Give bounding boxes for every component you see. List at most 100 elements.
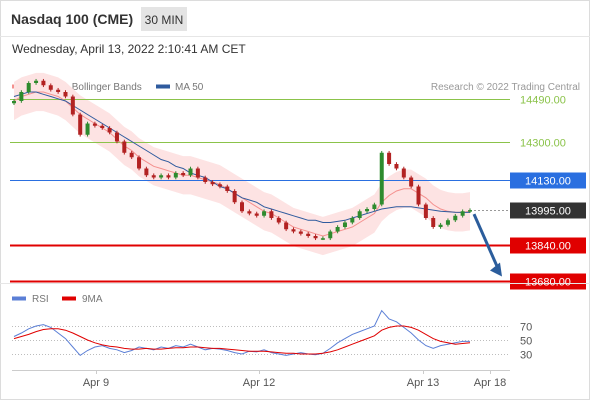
candle-body	[387, 152, 392, 164]
moving-averages	[13, 91, 471, 237]
rsi-tick-label: 50	[520, 336, 532, 348]
candle-body	[225, 186, 230, 191]
candle-body	[276, 218, 281, 223]
candle-body	[188, 168, 193, 176]
chart-title: Nasdaq 100 (CME)	[11, 11, 133, 27]
candle-body	[129, 152, 134, 158]
candle-body	[26, 83, 31, 92]
candle-body	[394, 164, 399, 169]
rsi-9ma-line	[13, 325, 471, 355]
candle-body	[34, 80, 39, 83]
candle-body	[379, 152, 384, 205]
candle-body	[320, 238, 325, 240]
rsi-gridlines: 70 50 30	[12, 322, 532, 362]
price-level-labels: 14490.00 14300.00 14130.00 13995.00 13840.00…	[510, 95, 586, 290]
candle-body	[342, 222, 347, 227]
candle-body	[335, 227, 340, 232]
price-level-label: 13840.00	[525, 241, 571, 253]
forecast-arrow	[472, 213, 502, 277]
candle-body	[181, 173, 186, 176]
candle-body	[203, 177, 208, 182]
candle-body	[137, 157, 142, 169]
candle-body	[298, 231, 303, 234]
rsi-line	[13, 309, 470, 357]
x-tick-label: Apr 9	[83, 377, 109, 389]
ma50-line	[13, 91, 470, 223]
forecast-arrow-shaft	[472, 213, 500, 270]
candle-body	[409, 177, 414, 187]
bollinger-band	[14, 72, 470, 256]
candle-body	[365, 209, 370, 212]
rsi-tick-label: 30	[520, 350, 532, 362]
candle-body	[247, 211, 252, 214]
candle-body	[460, 211, 465, 216]
candle-body	[41, 80, 46, 86]
price-level-label: 14490.00	[520, 95, 566, 107]
candle-body	[63, 92, 68, 97]
bollinger-band-area	[14, 72, 470, 256]
price-level-label: 14300.00	[520, 138, 566, 150]
candle-body	[70, 96, 75, 115]
candle-body	[262, 211, 267, 216]
candle-body	[423, 204, 428, 218]
ma50-legend-label: MA 50	[175, 82, 204, 93]
candle-body	[372, 204, 377, 209]
candle-body	[173, 173, 178, 178]
support-label-box	[510, 273, 586, 290]
credit-text: Research © 2022 Trading Central	[431, 82, 580, 93]
candle-body	[159, 175, 164, 178]
candle-body	[122, 141, 127, 153]
candle-body	[195, 168, 200, 178]
candle-body	[166, 175, 171, 178]
candle-body	[306, 233, 311, 236]
candle-body	[240, 202, 244, 212]
candle-body	[284, 222, 289, 230]
candle-body	[78, 114, 83, 135]
x-tick-label: Apr 18	[474, 377, 506, 389]
candle-body	[114, 132, 119, 142]
interval-button[interactable]	[141, 7, 187, 31]
candle-body	[254, 213, 259, 216]
interval-label[interactable]: 30 MIN	[145, 13, 184, 27]
candle-body	[92, 123, 97, 126]
candle-body	[144, 168, 149, 176]
forecast-arrowhead	[490, 262, 502, 277]
candle-body	[291, 229, 296, 232]
candle-body	[151, 175, 156, 178]
9ma-legend-label: 9MA	[82, 294, 103, 305]
candle-body	[232, 191, 237, 203]
candle-body	[100, 125, 105, 128]
price-level-label: 13995.00	[525, 206, 571, 218]
x-tick-label: Apr 13	[407, 377, 439, 389]
candle-body	[468, 210, 472, 212]
rsi-tick-label: 70	[520, 322, 532, 334]
candle-body	[48, 85, 53, 90]
x-axis: Apr 9 Apr 12 Apr 13 Apr 18	[83, 370, 506, 389]
candle-body	[453, 215, 458, 221]
candle-body	[416, 186, 421, 205]
price-level-label: 13680.00	[525, 277, 571, 289]
rsi-lines	[13, 309, 471, 357]
rsi-legend-label: RSI	[32, 294, 49, 305]
last-label-box	[510, 202, 586, 219]
candles	[12, 78, 472, 241]
candle-body	[85, 123, 90, 135]
candle-body	[107, 128, 112, 133]
candle-body	[12, 101, 16, 104]
pivot-label-box	[510, 172, 586, 189]
candle-body	[350, 218, 355, 223]
candle-body	[431, 218, 436, 227]
candle-body	[269, 211, 274, 218]
candle-body	[445, 220, 450, 225]
candle-body	[210, 182, 215, 185]
candle-body	[56, 89, 61, 92]
candle-body	[357, 211, 362, 218]
support-label-box	[510, 237, 586, 254]
timestamp: Wednesday, April 13, 2022 2:10:41 AM CET	[12, 42, 246, 56]
price-levels	[10, 99, 510, 283]
candle-body	[328, 231, 333, 239]
x-tick-label: Apr 12	[243, 377, 275, 389]
